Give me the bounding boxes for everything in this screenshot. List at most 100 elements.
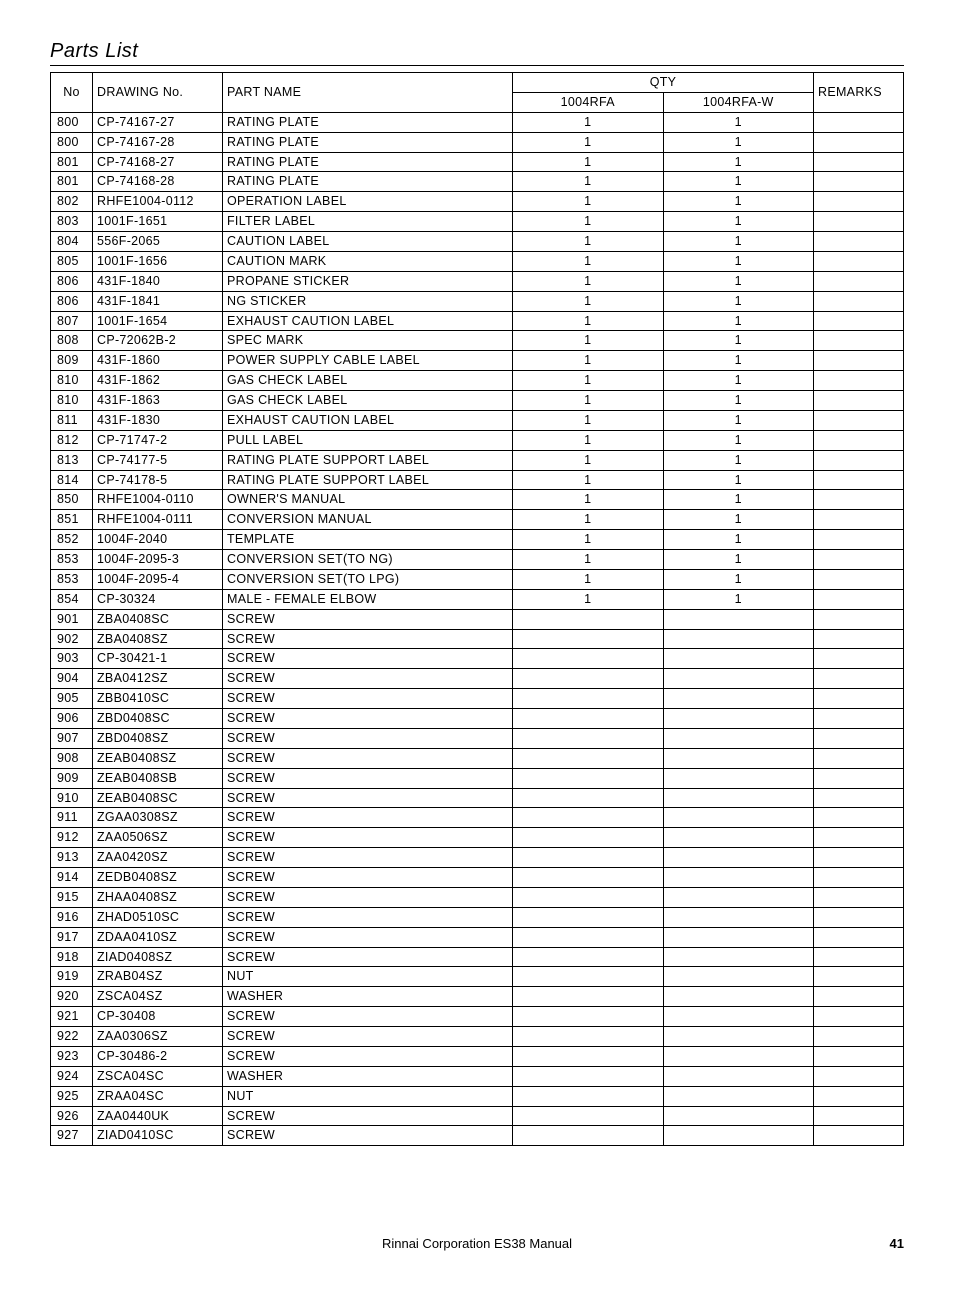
table-row: 921CP-30408SCREW [51,1007,904,1027]
cell-no: 914 [51,868,93,888]
cell-remarks [814,1066,904,1086]
cell-part: RATING PLATE [223,172,513,192]
cell-q2: 1 [663,351,814,371]
cell-part: SCREW [223,748,513,768]
cell-no: 923 [51,1046,93,1066]
cell-part: SCREW [223,1007,513,1027]
cell-q2 [663,788,814,808]
cell-part: SCREW [223,689,513,709]
cell-remarks [814,907,904,927]
cell-drawing: ZEAB0408SB [93,768,223,788]
cell-no: 926 [51,1106,93,1126]
cell-drawing: RHFE1004-0110 [93,490,223,510]
cell-no: 913 [51,848,93,868]
cell-drawing: CP-74177-5 [93,450,223,470]
cell-drawing: ZIAD0408SZ [93,947,223,967]
cell-q2 [663,609,814,629]
cell-remarks [814,1086,904,1106]
cell-q1: 1 [513,450,664,470]
table-row: 854CP-30324MALE - FEMALE ELBOW11 [51,589,904,609]
table-row: 904ZBA0412SZSCREW [51,669,904,689]
cell-no: 811 [51,410,93,430]
table-row: 906ZBD0408SCSCREW [51,709,904,729]
table-row: 922ZAA0306SZSCREW [51,1027,904,1047]
cell-q2 [663,987,814,1007]
table-row: 813CP-74177-5RATING PLATE SUPPORT LABEL1… [51,450,904,470]
cell-q1 [513,728,664,748]
cell-no: 801 [51,172,93,192]
cell-q2: 1 [663,311,814,331]
cell-part: CONVERSION SET(TO LPG) [223,569,513,589]
cell-part: FILTER LABEL [223,212,513,232]
table-row: 811431F-1830EXHAUST CAUTION LABEL11 [51,410,904,430]
cell-no: 922 [51,1027,93,1047]
cell-part: RATING PLATE SUPPORT LABEL [223,470,513,490]
cell-drawing: CP-74168-28 [93,172,223,192]
cell-remarks [814,887,904,907]
table-row: 806431F-1841NG STICKER11 [51,291,904,311]
cell-remarks [814,450,904,470]
cell-no: 806 [51,271,93,291]
cell-no: 853 [51,550,93,570]
cell-q1 [513,848,664,868]
cell-drawing: ZSCA04SC [93,1066,223,1086]
cell-no: 804 [51,232,93,252]
cell-drawing: CP-30486-2 [93,1046,223,1066]
cell-q2 [663,649,814,669]
cell-remarks [814,530,904,550]
cell-q2: 1 [663,430,814,450]
cell-part: SPEC MARK [223,331,513,351]
cell-remarks [814,808,904,828]
cell-part: NUT [223,1086,513,1106]
cell-remarks [814,1126,904,1146]
cell-part: SCREW [223,649,513,669]
cell-q2 [663,629,814,649]
cell-drawing: ZBD0408SZ [93,728,223,748]
table-row: 802RHFE1004-0112OPERATION LABEL11 [51,192,904,212]
table-row: 8531004F-2095-4CONVERSION SET(TO LPG)11 [51,569,904,589]
cell-no: 814 [51,470,93,490]
cell-no: 902 [51,629,93,649]
cell-q1 [513,1046,664,1066]
cell-drawing: 1001F-1656 [93,251,223,271]
table-row: 927ZIAD0410SCSCREW [51,1126,904,1146]
cell-no: 927 [51,1126,93,1146]
cell-q1: 1 [513,331,664,351]
cell-part: PULL LABEL [223,430,513,450]
cell-q2: 1 [663,331,814,351]
cell-part: SCREW [223,907,513,927]
table-row: 800CP-74167-27RATING PLATE11 [51,112,904,132]
cell-no: 908 [51,748,93,768]
header-qty: QTY [513,73,814,93]
cell-drawing: ZHAD0510SC [93,907,223,927]
parts-table: No DRAWING No. PART NAME QTY REMARKS 100… [50,72,904,1146]
cell-part: OPERATION LABEL [223,192,513,212]
cell-q1: 1 [513,569,664,589]
cell-q1 [513,987,664,1007]
cell-no: 805 [51,251,93,271]
cell-remarks [814,371,904,391]
header-remarks: REMARKS [814,73,904,113]
cell-drawing: ZEAB0408SC [93,788,223,808]
cell-q2: 1 [663,530,814,550]
cell-remarks [814,828,904,848]
cell-drawing: 431F-1863 [93,391,223,411]
table-row: 8031001F-1651FILTER LABEL11 [51,212,904,232]
cell-q1: 1 [513,212,664,232]
cell-drawing: 431F-1841 [93,291,223,311]
cell-q2: 1 [663,450,814,470]
cell-part: SCREW [223,848,513,868]
cell-part: PROPANE STICKER [223,271,513,291]
cell-remarks [814,788,904,808]
cell-q1 [513,1066,664,1086]
cell-drawing: CP-71747-2 [93,430,223,450]
cell-no: 802 [51,192,93,212]
cell-remarks [814,430,904,450]
cell-remarks [814,669,904,689]
cell-q1: 1 [513,152,664,172]
cell-q2 [663,1126,814,1146]
cell-remarks [814,987,904,1007]
cell-q2 [663,1007,814,1027]
cell-part: OWNER'S MANUAL [223,490,513,510]
cell-no: 854 [51,589,93,609]
